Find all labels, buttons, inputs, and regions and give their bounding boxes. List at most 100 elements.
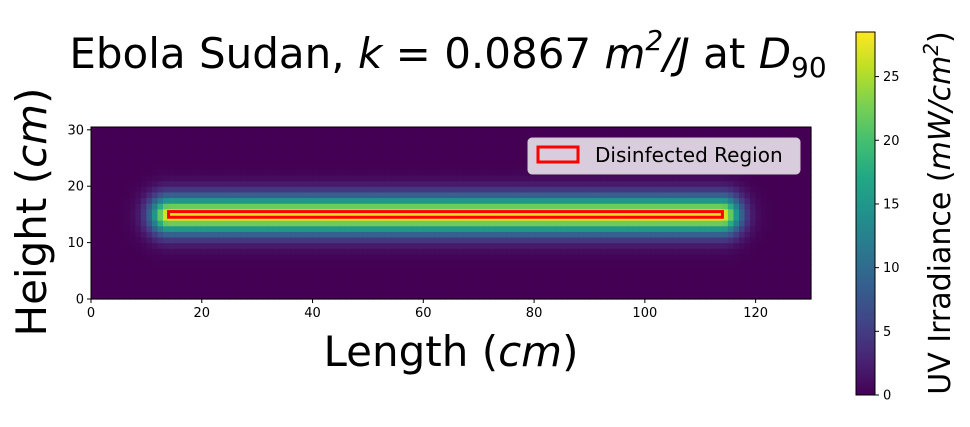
- heatmap-cell: [207, 282, 214, 289]
- heatmap-cell: [196, 248, 203, 255]
- heatmap-cell: [340, 231, 347, 238]
- heatmap-cell: [777, 220, 784, 227]
- heatmap-cell: [689, 220, 696, 227]
- heatmap-cell: [185, 186, 192, 193]
- heatmap-cell: [185, 236, 192, 244]
- heatmap-cell: [451, 248, 458, 255]
- heatmap-cell: [301, 152, 308, 159]
- heatmap-cell: [567, 282, 574, 289]
- heatmap-cell: [102, 127, 109, 131]
- heatmap-cell: [229, 270, 236, 278]
- heatmap-cell: [595, 197, 602, 204]
- heatmap-cell: [545, 127, 552, 131]
- heatmap-cell: [622, 293, 629, 300]
- heatmap-cell: [439, 203, 447, 210]
- heatmap-cell: [312, 135, 319, 142]
- heatmap-cell: [151, 270, 159, 278]
- heatmap-cell: [91, 174, 98, 182]
- heatmap-cell: [556, 265, 563, 272]
- heatmap-cell: [312, 203, 319, 210]
- heatmap-cell: [284, 135, 291, 142]
- heatmap-cell: [628, 197, 635, 204]
- heatmap-cell: [417, 129, 424, 137]
- heatmap-cell: [157, 146, 164, 153]
- heatmap-cell: [727, 282, 735, 289]
- heatmap-cell: [744, 220, 751, 227]
- heatmap-cell: [295, 135, 303, 142]
- heatmap-cell: [295, 231, 303, 238]
- heatmap-cell: [229, 141, 236, 148]
- heatmap-cell: [262, 197, 269, 204]
- heatmap-cell: [434, 191, 441, 199]
- heatmap-cell: [129, 191, 136, 199]
- heatmap-cell: [102, 191, 109, 199]
- heatmap-cell: [113, 287, 120, 294]
- heatmap-cell: [179, 174, 186, 182]
- heatmap-cell: [500, 127, 507, 131]
- heatmap-cell: [174, 191, 181, 199]
- heatmap-cell: [683, 287, 690, 294]
- heatmap-cell: [445, 248, 452, 255]
- heatmap-cell: [318, 135, 325, 142]
- heatmap-cell: [102, 180, 109, 187]
- heatmap-cell: [661, 265, 668, 272]
- heatmap-cell: [362, 203, 369, 210]
- heatmap-cell: [301, 174, 308, 182]
- heatmap-cell: [606, 282, 613, 289]
- heatmap-cell: [761, 197, 768, 204]
- heatmap-cell: [174, 248, 181, 255]
- heatmap-cell: [118, 293, 125, 300]
- heatmap-cell: [124, 163, 131, 170]
- heatmap-cell: [235, 270, 242, 278]
- heatmap-cell: [246, 225, 253, 232]
- heatmap-cell: [318, 180, 325, 187]
- heatmap-cell: [179, 236, 186, 244]
- legend-box: [527, 137, 801, 175]
- heatmap-cell: [257, 163, 264, 170]
- heatmap-cell: [201, 129, 208, 137]
- heatmap-cell: [628, 265, 635, 272]
- heatmap-cell: [251, 146, 258, 153]
- heatmap-cell: [439, 253, 447, 261]
- heatmap-cell: [799, 127, 807, 131]
- heatmap-cell: [572, 253, 579, 261]
- heatmap-cell: [644, 242, 651, 249]
- heatmap-cell: [689, 276, 696, 283]
- heatmap-cell: [683, 236, 690, 244]
- title-unit-m: m: [605, 29, 646, 78]
- heatmap-cell: [478, 276, 485, 283]
- heatmap-cell: [129, 146, 136, 153]
- heatmap-cell: [689, 287, 696, 294]
- heatmap-cell: [312, 129, 319, 137]
- heatmap-cell: [495, 135, 502, 142]
- heatmap-cell: [633, 253, 640, 261]
- heatmap-cell: [395, 152, 402, 159]
- heatmap-cell: [395, 231, 402, 238]
- heatmap-cell: [595, 180, 602, 187]
- heatmap-cell: [201, 146, 208, 153]
- heatmap-cell: [207, 253, 214, 261]
- heatmap-cell: [207, 225, 214, 232]
- heatmap-cell: [163, 163, 170, 170]
- heatmap-cell: [406, 248, 413, 255]
- heatmap-cell: [595, 231, 602, 238]
- heatmap-cell: [273, 141, 280, 148]
- heatmap-cell: [96, 174, 103, 182]
- heatmap-cell: [523, 225, 530, 232]
- heatmap-cell: [113, 214, 120, 221]
- heatmap-cell: [356, 220, 363, 227]
- heatmap-cell: [401, 248, 408, 255]
- heatmap-cell: [96, 163, 103, 170]
- heatmap-cell: [644, 225, 651, 232]
- heatmap-cell: [212, 231, 219, 238]
- heatmap-cell: [611, 248, 618, 255]
- heatmap-cell: [617, 276, 624, 283]
- heatmap-cell: [523, 146, 530, 153]
- heatmap-cell: [218, 127, 225, 131]
- heatmap-cell: [273, 127, 280, 131]
- heatmap-cell: [451, 225, 458, 232]
- heatmap-cell: [617, 253, 624, 261]
- heatmap-cell: [301, 225, 308, 232]
- heatmap-cell: [672, 236, 679, 244]
- heatmap-cell: [223, 265, 231, 272]
